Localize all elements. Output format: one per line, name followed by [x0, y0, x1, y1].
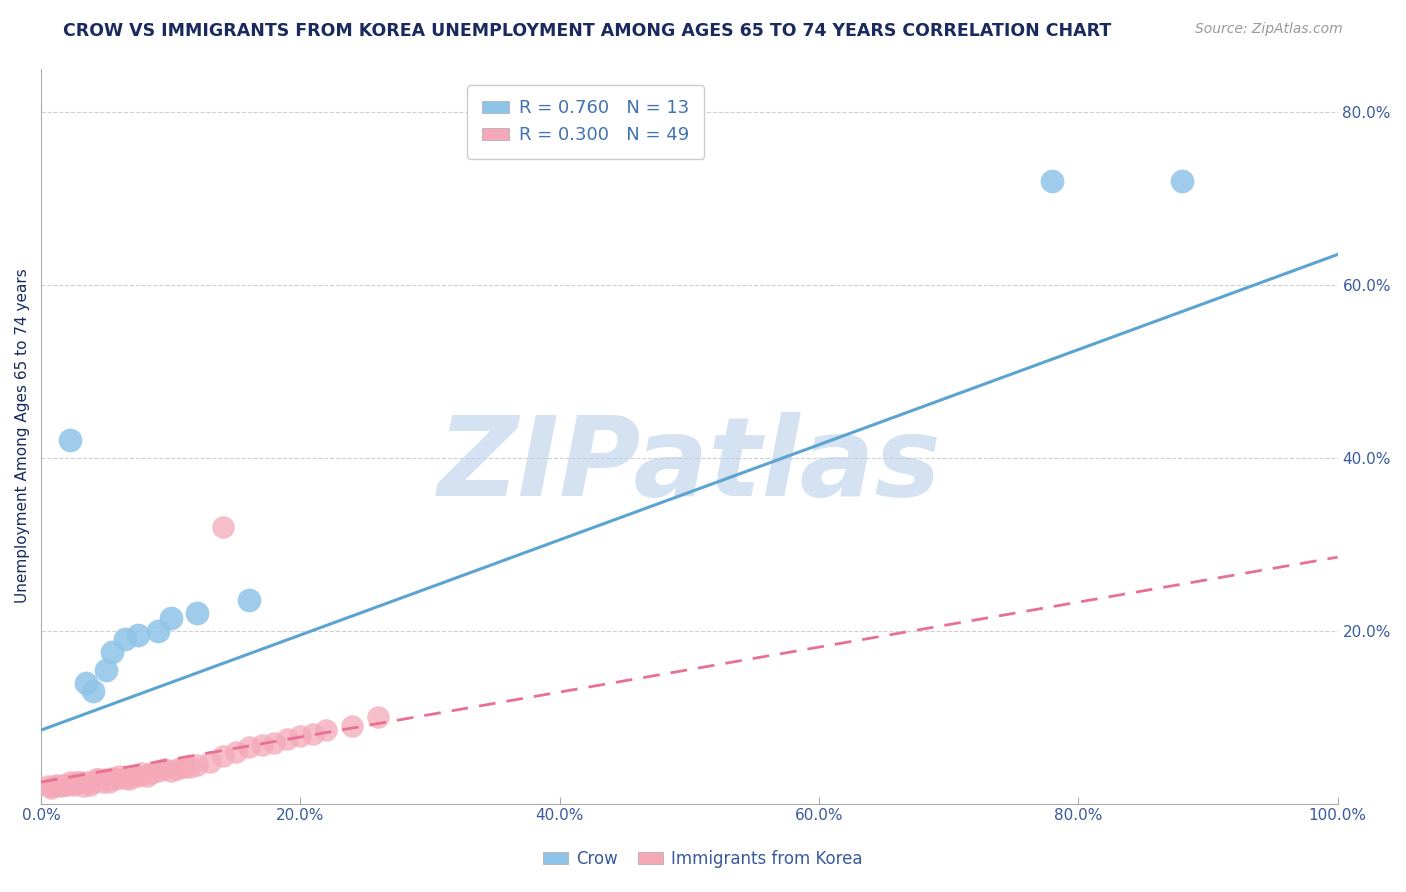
- Point: [315, 723, 337, 738]
- Point: [141, 766, 163, 780]
- Point: [211, 520, 233, 534]
- Point: [121, 769, 143, 783]
- Point: [53, 778, 76, 792]
- Point: [66, 775, 89, 789]
- Point: [114, 632, 136, 647]
- Point: [127, 628, 149, 642]
- Point: [101, 771, 124, 785]
- Point: [84, 772, 107, 787]
- Point: [127, 769, 149, 783]
- Point: [62, 778, 84, 792]
- Point: [79, 778, 101, 792]
- Point: [69, 775, 91, 789]
- Point: [108, 769, 131, 783]
- Point: [37, 780, 59, 794]
- Point: [97, 775, 120, 789]
- Point: [59, 775, 82, 789]
- Point: [263, 736, 285, 750]
- Point: [290, 729, 312, 743]
- Point: [238, 740, 260, 755]
- Point: [56, 778, 79, 792]
- Point: [89, 772, 111, 787]
- Point: [179, 760, 201, 774]
- Point: [159, 764, 181, 778]
- Point: [367, 710, 389, 724]
- Y-axis label: Unemployment Among Ages 65 to 74 years: Unemployment Among Ages 65 to 74 years: [15, 268, 30, 604]
- Point: [198, 755, 221, 769]
- Text: CROW VS IMMIGRANTS FROM KOREA UNEMPLOYMENT AMONG AGES 65 TO 74 YEARS CORRELATION: CROW VS IMMIGRANTS FROM KOREA UNEMPLOYME…: [63, 22, 1112, 40]
- Point: [276, 731, 298, 746]
- Point: [45, 778, 67, 792]
- Point: [94, 663, 117, 677]
- Point: [76, 675, 98, 690]
- Point: [82, 684, 104, 698]
- Point: [342, 719, 364, 733]
- Point: [118, 772, 141, 787]
- Point: [146, 764, 169, 778]
- Point: [101, 645, 124, 659]
- Point: [131, 766, 153, 780]
- Point: [42, 780, 65, 794]
- Point: [136, 769, 159, 783]
- Point: [1171, 174, 1194, 188]
- Text: ZIPatlas: ZIPatlas: [437, 412, 941, 519]
- Point: [94, 772, 117, 787]
- Point: [302, 727, 325, 741]
- Point: [76, 775, 98, 789]
- Point: [186, 757, 208, 772]
- Point: [41, 780, 63, 795]
- Point: [186, 607, 208, 621]
- Point: [49, 780, 72, 794]
- Point: [153, 762, 176, 776]
- Point: [225, 745, 247, 759]
- Point: [166, 762, 188, 776]
- Point: [146, 624, 169, 638]
- Point: [59, 434, 82, 448]
- Point: [114, 771, 136, 785]
- Legend: R = 0.760   N = 13, R = 0.300   N = 49: R = 0.760 N = 13, R = 0.300 N = 49: [467, 85, 704, 159]
- Point: [1042, 174, 1064, 188]
- Point: [72, 780, 94, 794]
- Point: [93, 775, 115, 789]
- Point: [211, 749, 233, 764]
- Point: [82, 775, 104, 789]
- Point: [159, 610, 181, 624]
- Point: [105, 772, 128, 787]
- Text: Source: ZipAtlas.com: Source: ZipAtlas.com: [1195, 22, 1343, 37]
- Point: [238, 593, 260, 607]
- Legend: Crow, Immigrants from Korea: Crow, Immigrants from Korea: [536, 844, 870, 875]
- Point: [250, 738, 273, 752]
- Point: [173, 760, 195, 774]
